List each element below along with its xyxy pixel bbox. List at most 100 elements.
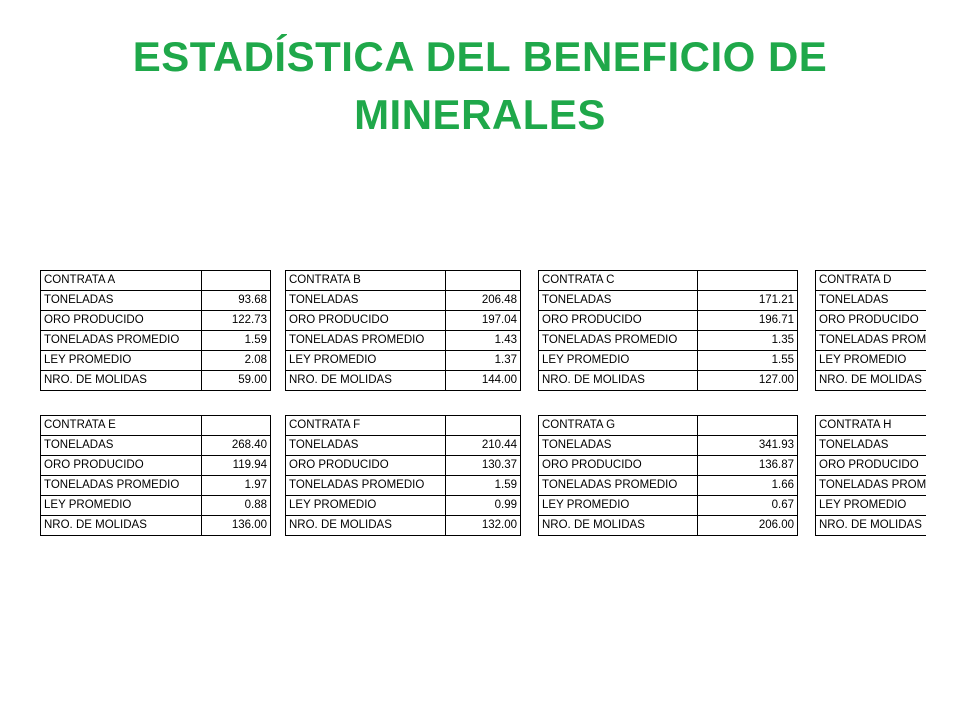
table-row: LEY PROMEDIO xyxy=(815,495,926,516)
row-value: 1.66 xyxy=(697,475,798,496)
table-header-row: CONTRATA G xyxy=(538,415,798,436)
table-header: CONTRATA F xyxy=(285,415,446,436)
table-contrata-g: CONTRATA G TONELADAS 341.93 ORO PRODUCIDO… xyxy=(538,415,798,536)
table-row: ORO PRODUCIDO 122.73 xyxy=(40,310,271,331)
table-header: CONTRATA B xyxy=(285,270,446,291)
table-row: LEY PROMEDIO 1.55 xyxy=(538,350,798,371)
row-label: ORO PRODUCIDO xyxy=(815,455,926,476)
table-contrata-b: CONTRATA B TONELADAS 206.48 ORO PRODUCIDO… xyxy=(285,270,521,391)
row-label: LEY PROMEDIO xyxy=(285,495,446,516)
row-value: 196.71 xyxy=(697,310,798,331)
table-header-row: CONTRATA D xyxy=(815,270,926,291)
row-value: 1.59 xyxy=(201,330,271,351)
table-header: CONTRATA D xyxy=(815,270,926,291)
table-row: NRO. DE MOLIDAS 136.00 xyxy=(40,515,271,536)
row-label: LEY PROMEDIO xyxy=(40,495,202,516)
row-value: 122.73 xyxy=(201,310,271,331)
table-row: TONELADAS PROMEDIO 1.59 xyxy=(40,330,271,351)
table-row: TONELADAS 206.48 xyxy=(285,290,521,311)
table-header-row: CONTRATA C xyxy=(538,270,798,291)
table-row: NRO. DE MOLIDAS xyxy=(815,515,926,536)
table-header: CONTRATA E xyxy=(40,415,202,436)
row-value: 127.00 xyxy=(697,370,798,391)
table-row: NRO. DE MOLIDAS 206.00 xyxy=(538,515,798,536)
row-label: NRO. DE MOLIDAS xyxy=(815,370,926,391)
row-value: 1.59 xyxy=(445,475,521,496)
row-label: NRO. DE MOLIDAS xyxy=(40,370,202,391)
row-value: 119.94 xyxy=(201,455,271,476)
row-value: 268.40 xyxy=(201,435,271,456)
table-row: TONELADAS PROMEDIO xyxy=(815,475,926,496)
row-value: 144.00 xyxy=(445,370,521,391)
row-value: 1.55 xyxy=(697,350,798,371)
table-row: TONELADAS PROMEDIO 1.97 xyxy=(40,475,271,496)
row-value: 59.00 xyxy=(201,370,271,391)
table-row: LEY PROMEDIO 0.67 xyxy=(538,495,798,516)
row-label: TONELADAS xyxy=(815,290,926,311)
row-label: ORO PRODUCIDO xyxy=(815,310,926,331)
table-contrata-d: CONTRATA D TONELADAS ORO PRODUCIDO TONEL… xyxy=(815,270,926,391)
table-row: TONELADAS PROMEDIO xyxy=(815,330,926,351)
table-row: ORO PRODUCIDO xyxy=(815,310,926,331)
row-value: 2.08 xyxy=(201,350,271,371)
row-value: 132.00 xyxy=(445,515,521,536)
table-row: TONELADAS PROMEDIO 1.35 xyxy=(538,330,798,351)
table-row: TONELADAS PROMEDIO 1.59 xyxy=(285,475,521,496)
table-row: ORO PRODUCIDO 196.71 xyxy=(538,310,798,331)
table-row: TONELADAS PROMEDIO 1.43 xyxy=(285,330,521,351)
table-header: CONTRATA H xyxy=(815,415,926,436)
table-header-row: CONTRATA F xyxy=(285,415,521,436)
table-contrata-c: CONTRATA C TONELADAS 171.21 ORO PRODUCIDO… xyxy=(538,270,798,391)
row-label: TONELADAS PROMEDIO xyxy=(815,330,926,351)
table-row: TONELADAS 268.40 xyxy=(40,435,271,456)
table-header: CONTRATA C xyxy=(538,270,698,291)
table-contrata-f: CONTRATA F TONELADAS 210.44 ORO PRODUCIDO… xyxy=(285,415,521,536)
table-contrata-a: CONTRATA A TONELADAS 93.68 ORO PRODUCIDO 1… xyxy=(40,270,271,391)
row-label: TONELADAS xyxy=(40,435,202,456)
sheet-area: CONTRATA A TONELADAS 93.68 ORO PRODUCIDO 1… xyxy=(40,270,926,536)
table-row: NRO. DE MOLIDAS 59.00 xyxy=(40,370,271,391)
row-value: 197.04 xyxy=(445,310,521,331)
table-row: NRO. DE MOLIDAS 132.00 xyxy=(285,515,521,536)
page-title: ESTADÍSTICA DEL BENEFICIO DE MINERALES xyxy=(0,28,960,144)
table-row: ORO PRODUCIDO 136.87 xyxy=(538,455,798,476)
row-value: 171.21 xyxy=(697,290,798,311)
title-line-2: MINERALES xyxy=(354,91,606,138)
row-label: LEY PROMEDIO xyxy=(538,495,698,516)
table-header-row: CONTRATA E xyxy=(40,415,271,436)
table-header-row: CONTRATA A xyxy=(40,270,271,291)
row-value: 206.00 xyxy=(697,515,798,536)
row-label: TONELADAS xyxy=(285,435,446,456)
table-row: ORO PRODUCIDO 197.04 xyxy=(285,310,521,331)
row-label: TONELADAS PROMEDIO xyxy=(40,330,202,351)
row-label: ORO PRODUCIDO xyxy=(40,455,202,476)
table-header: CONTRATA G xyxy=(538,415,698,436)
row-label: NRO. DE MOLIDAS xyxy=(40,515,202,536)
row-label: ORO PRODUCIDO xyxy=(538,455,698,476)
table-row: TONELADAS 210.44 xyxy=(285,435,521,456)
table-row: ORO PRODUCIDO 119.94 xyxy=(40,455,271,476)
row-label: NRO. DE MOLIDAS xyxy=(285,370,446,391)
row-value: 206.48 xyxy=(445,290,521,311)
row-label: TONELADAS xyxy=(40,290,202,311)
table-row: LEY PROMEDIO 0.99 xyxy=(285,495,521,516)
row-label: NRO. DE MOLIDAS xyxy=(285,515,446,536)
row-value: 0.67 xyxy=(697,495,798,516)
table-row: LEY PROMEDIO 0.88 xyxy=(40,495,271,516)
row-value: 93.68 xyxy=(201,290,271,311)
row-value: 130.37 xyxy=(445,455,521,476)
row-label: NRO. DE MOLIDAS xyxy=(538,515,698,536)
table-row: ORO PRODUCIDO 130.37 xyxy=(285,455,521,476)
table-row: NRO. DE MOLIDAS xyxy=(815,370,926,391)
row-value: 1.37 xyxy=(445,350,521,371)
row-label: LEY PROMEDIO xyxy=(40,350,202,371)
row-label: TONELADAS xyxy=(815,435,926,456)
table-row: TONELADAS 341.93 xyxy=(538,435,798,456)
row-label: TONELADAS PROMEDIO xyxy=(815,475,926,496)
row-label: ORO PRODUCIDO xyxy=(285,455,446,476)
table-contrata-h: CONTRATA H TONELADAS ORO PRODUCIDO TONEL… xyxy=(815,415,926,536)
row-label: TONELADAS PROMEDIO xyxy=(538,330,698,351)
row-label: TONELADAS PROMEDIO xyxy=(40,475,202,496)
row-label: LEY PROMEDIO xyxy=(538,350,698,371)
table-row: NRO. DE MOLIDAS 127.00 xyxy=(538,370,798,391)
